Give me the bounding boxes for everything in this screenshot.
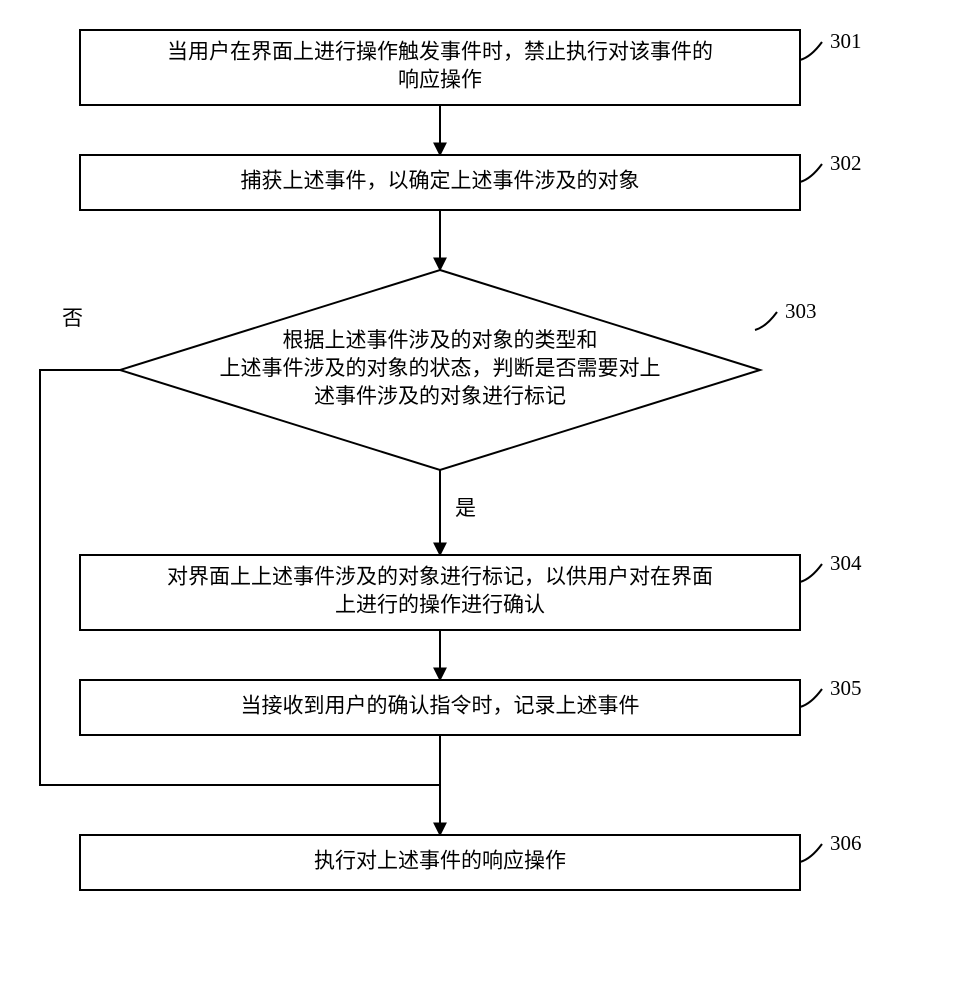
ref-leader (800, 564, 822, 582)
ref-number: 303 (785, 299, 817, 323)
node-text: 当接收到用户的确认指令时，记录上述事件 (241, 693, 640, 717)
ref-leader (755, 312, 777, 330)
node-n301: 当用户在界面上进行操作触发事件时，禁止执行对该事件的响应操作 (80, 30, 800, 105)
node-text: 当用户在界面上进行操作触发事件时，禁止执行对该事件的 (167, 39, 713, 63)
node-text: 捕获上述事件，以确定上述事件涉及的对象 (241, 168, 640, 192)
ref-number: 302 (830, 151, 862, 175)
node-text: 上进行的操作进行确认 (335, 592, 545, 616)
node-text: 对界面上上述事件涉及的对象进行标记，以供用户对在界面 (167, 564, 713, 588)
node-n306: 执行对上述事件的响应操作 (80, 835, 800, 890)
ref-leader (800, 844, 822, 862)
ref-number: 305 (830, 676, 862, 700)
ref-leader (800, 164, 822, 182)
ref-leader (800, 42, 822, 60)
node-n303: 根据上述事件涉及的对象的类型和上述事件涉及的对象的状态，判断是否需要对上述事件涉… (120, 270, 760, 470)
edge-label: 是 (455, 496, 476, 520)
node-text: 根据上述事件涉及的对象的类型和 (283, 328, 598, 352)
ref-number: 301 (830, 29, 862, 53)
node-n304: 对界面上上述事件涉及的对象进行标记，以供用户对在界面上进行的操作进行确认 (80, 555, 800, 630)
ref-leader (800, 689, 822, 707)
node-n302: 捕获上述事件，以确定上述事件涉及的对象 (80, 155, 800, 210)
node-text: 执行对上述事件的响应操作 (314, 848, 566, 872)
node-text: 上述事件涉及的对象的状态，判断是否需要对上 (220, 356, 661, 380)
edge-label: 否 (62, 306, 83, 330)
node-n305: 当接收到用户的确认指令时，记录上述事件 (80, 680, 800, 735)
node-text: 响应操作 (398, 67, 482, 91)
node-text: 述事件涉及的对象进行标记 (314, 384, 566, 408)
ref-number: 304 (830, 551, 862, 575)
ref-number: 306 (830, 831, 862, 855)
